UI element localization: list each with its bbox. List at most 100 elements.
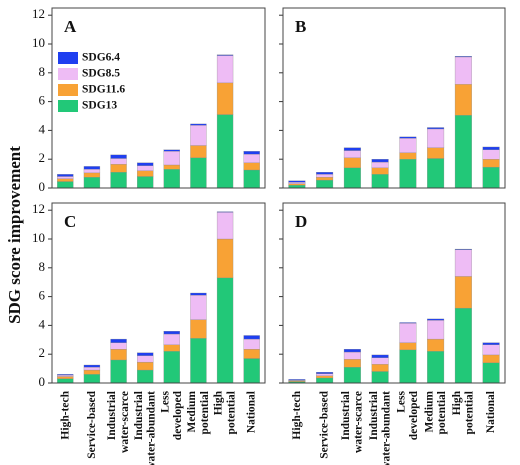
- x-tick-label-line: Service-based: [318, 390, 330, 458]
- bar-segment: [57, 374, 74, 377]
- x-tick-label: Industrialwater-abundant: [367, 391, 392, 465]
- bar-segment: [454, 248, 472, 250]
- bar-segment: [454, 276, 472, 309]
- x-tick-label-line: Less: [395, 390, 407, 412]
- x-tick-label: National: [245, 391, 257, 433]
- bar-segment: [243, 169, 260, 189]
- bar-segment: [316, 174, 334, 178]
- bar-segment: [137, 170, 154, 177]
- legend-label: SDG6.4: [82, 52, 120, 64]
- x-tick-label-line: National: [245, 391, 257, 433]
- x-tick-label: National: [485, 391, 497, 433]
- legend-swatch: [58, 52, 78, 64]
- y-tick-label: 6: [39, 93, 46, 108]
- x-tick-label: Lessdeveloped: [159, 390, 184, 440]
- bar-segment: [371, 357, 389, 365]
- bar-segment: [343, 351, 361, 360]
- bar-segment: [482, 159, 500, 168]
- x-tick-label-line: potential: [198, 391, 210, 434]
- bar-segment: [163, 351, 180, 384]
- x-tick-label-line: developed: [408, 390, 420, 440]
- bar-segment: [137, 369, 154, 384]
- y-axis-label: SDG score improvement: [5, 146, 24, 324]
- bar-segment: [243, 154, 260, 163]
- bar-segment: [163, 151, 180, 166]
- bar-segment: [216, 82, 234, 115]
- bar-segment: [110, 158, 127, 165]
- bar-segment: [316, 179, 334, 189]
- legend-swatch: [58, 68, 78, 80]
- bar-segment: [137, 355, 154, 363]
- x-tick-label: High-tech: [291, 390, 303, 439]
- x-tick-label-line: potential: [463, 391, 475, 434]
- bar-segment: [343, 167, 361, 189]
- x-tick-label-line: Industrial: [133, 391, 145, 440]
- x-tick-label-line: Industrial: [340, 391, 352, 440]
- bar-segment: [163, 164, 180, 170]
- bar-segment: [137, 361, 154, 371]
- bar-segment: [110, 359, 127, 384]
- bar-segment: [427, 338, 445, 352]
- y-tick-label: 10: [32, 230, 45, 245]
- bar-segment: [371, 174, 389, 189]
- bar-segment: [482, 149, 500, 160]
- bar-segment: [343, 147, 361, 151]
- bar-segment: [399, 136, 417, 139]
- bar-segment: [399, 342, 417, 351]
- bar-segment: [57, 378, 74, 384]
- bar-segment: [163, 333, 180, 345]
- bar-segment: [163, 344, 180, 352]
- y-tick-label: 4: [39, 121, 46, 136]
- x-tick-label-line: Less: [159, 390, 171, 412]
- bar-segment: [190, 157, 207, 189]
- bar-segment: [316, 377, 334, 384]
- plot-frame: [282, 202, 506, 384]
- y-tick-label: 0: [39, 179, 46, 194]
- bar-segment: [316, 373, 334, 376]
- bar-segment: [454, 249, 472, 277]
- bar-segment: [163, 169, 180, 189]
- bar-segment: [371, 161, 389, 168]
- bar-segment: [57, 176, 74, 179]
- x-tick-label-line: developed: [172, 390, 184, 440]
- x-tick-label: Service-based: [318, 390, 330, 458]
- x-tick-label-line: water-scarce: [352, 391, 364, 453]
- panel-label: D: [295, 212, 307, 231]
- bar-segment: [316, 372, 334, 374]
- x-tick-label: Industrialwater-scarce: [340, 391, 365, 453]
- bar-segment: [243, 358, 260, 384]
- x-tick-label: Industrialwater-scarce: [106, 391, 131, 453]
- bar-segment: [110, 164, 127, 173]
- y-tick-label: 8: [39, 259, 46, 274]
- x-tick-label-line: National: [485, 391, 497, 433]
- bar-segment: [427, 351, 445, 384]
- bar-segment: [243, 335, 260, 340]
- bar-segment: [482, 362, 500, 384]
- bar-segment: [343, 359, 361, 368]
- bar-segment: [83, 374, 101, 384]
- legend-label: SDG11.6: [82, 84, 125, 96]
- bar-segment: [190, 125, 207, 146]
- bar-segment: [163, 149, 180, 152]
- bar-segment: [190, 295, 207, 320]
- bar-segment: [83, 172, 101, 178]
- bar-segment: [399, 138, 417, 153]
- bar-segment: [371, 159, 389, 163]
- bar-segment: [371, 364, 389, 372]
- bar-segment: [427, 127, 445, 130]
- bar-segment: [216, 277, 234, 384]
- plot-frame: [51, 202, 266, 384]
- bar-segment: [216, 211, 234, 213]
- x-tick-label-line: potential: [225, 391, 237, 434]
- bar-segment: [343, 150, 361, 158]
- panel-label: A: [64, 17, 77, 36]
- legend-label: SDG8.5: [82, 68, 120, 80]
- bar-segment: [110, 349, 127, 361]
- x-tick-label-line: Service-based: [86, 390, 98, 458]
- bar-segment: [83, 364, 101, 368]
- bar-segment: [190, 319, 207, 339]
- y-tick-label: 12: [32, 6, 45, 21]
- bar-segment: [454, 307, 472, 384]
- bar-segment: [482, 166, 500, 189]
